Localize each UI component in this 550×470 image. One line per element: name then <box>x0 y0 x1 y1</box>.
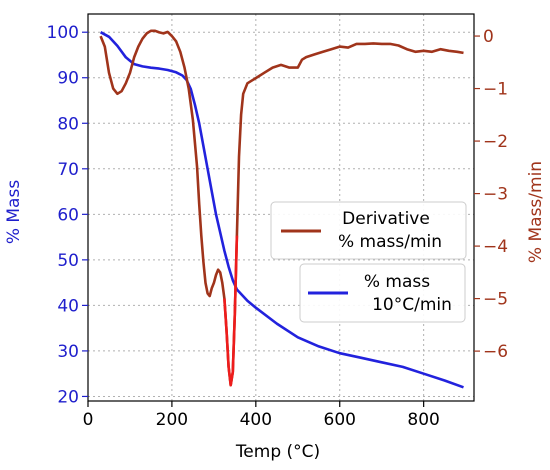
legend-derivative-box <box>270 201 467 260</box>
x-tick-label: 600 <box>324 410 356 430</box>
y-right-tick-label: −5 <box>483 290 508 310</box>
y-left-tick-label: 80 <box>57 114 79 134</box>
y-axis-left-label: % Mass <box>4 180 24 244</box>
legend-derivative-label-line2: % mass/min <box>338 232 442 252</box>
series-lines <box>99 29 464 389</box>
legend-mass-label: % mass <box>364 272 430 292</box>
y-right-tick-label: −2 <box>483 132 508 152</box>
x-tick-label: 0 <box>83 410 94 430</box>
x-axis-label: Temp (°C) <box>235 442 320 462</box>
legend-mass-box <box>299 263 466 323</box>
y-right-tick-label: 0 <box>483 27 494 47</box>
y-axis-right-label: % Mass/min <box>526 161 546 263</box>
x-tick-label: 400 <box>240 410 272 430</box>
y-left-tick-label: 90 <box>57 69 79 89</box>
plot-area-frame <box>87 13 475 402</box>
y-right-tick-label: −6 <box>483 342 508 362</box>
x-tick-label: 200 <box>156 410 188 430</box>
y-right-tick-label: −1 <box>483 80 508 100</box>
y-right-tick-label: −3 <box>483 185 508 205</box>
y-left-tick-label: 100 <box>47 23 79 43</box>
y-left-tick-label: 40 <box>57 296 79 316</box>
y-left-tick-label: 30 <box>57 342 79 362</box>
y-left-tick-label: 60 <box>57 205 79 225</box>
y-left-tick-label: 20 <box>57 387 79 407</box>
legend-derivative-label: Derivative <box>342 209 430 229</box>
legend-mass: % mass 10°C/min <box>299 263 466 323</box>
series-derivative-dip <box>223 235 239 387</box>
y-axis-right: 0 −1 −2 −3 −4 −5 −6 <box>474 27 508 362</box>
x-tick-label: 800 <box>407 410 439 430</box>
y-right-tick-label: −4 <box>483 237 508 257</box>
x-axis: 0 200 400 600 800 <box>83 401 440 430</box>
legend-mass-label-line2: 10°C/min <box>372 295 452 315</box>
series-mass-line <box>99 31 464 389</box>
y-left-tick-label: 50 <box>57 251 79 271</box>
legend-derivative: Derivative % mass/min <box>270 201 467 260</box>
y-axis-left: 20 30 40 50 60 70 80 90 100 <box>47 23 88 407</box>
y-left-tick-label: 70 <box>57 160 79 180</box>
